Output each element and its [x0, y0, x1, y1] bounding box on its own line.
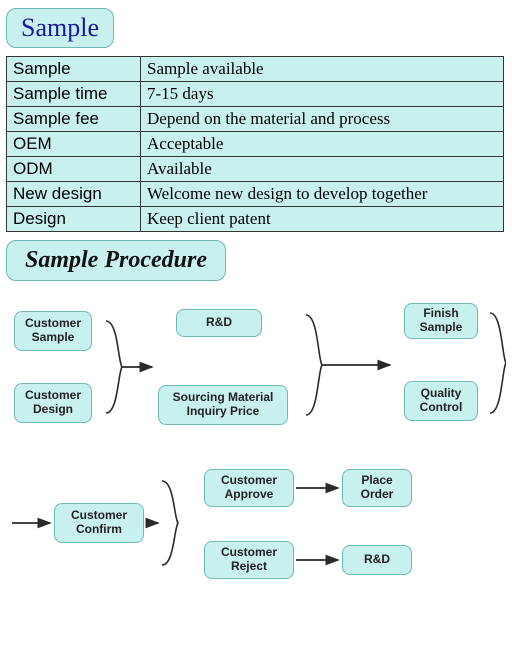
table-row: OEMAcceptable — [7, 132, 504, 157]
table-value: 7-15 days — [141, 82, 504, 107]
flow-node-rd1: R&D — [176, 309, 262, 337]
table-key: Sample time — [7, 82, 141, 107]
table-key: OEM — [7, 132, 141, 157]
title-badge: Sample — [6, 8, 114, 48]
table-key: Sample fee — [7, 107, 141, 132]
flow-node-finish: FinishSample — [404, 303, 478, 339]
table-row: ODMAvailable — [7, 157, 504, 182]
brace — [106, 321, 122, 413]
subtitle-badge: Sample Procedure — [6, 240, 226, 281]
brace — [162, 481, 178, 565]
brace — [306, 315, 322, 415]
table-value: Available — [141, 157, 504, 182]
table-value: Sample available — [141, 57, 504, 82]
flow-node-order: PlaceOrder — [342, 469, 412, 507]
table-key: Sample — [7, 57, 141, 82]
flow-node-confirm: CustomerConfirm — [54, 503, 144, 543]
table-row: DesignKeep client patent — [7, 207, 504, 232]
table-row: Sample feeDepend on the material and pro… — [7, 107, 504, 132]
table-value: Depend on the material and process — [141, 107, 504, 132]
table-row: New designWelcome new design to develop … — [7, 182, 504, 207]
table-row: Sample time7-15 days — [7, 82, 504, 107]
flowchart: CustomerSample CustomerDesign R&D Sourcing … — [6, 293, 506, 603]
table-key: Design — [7, 207, 141, 232]
sample-table-body: SampleSample availableSample time7-15 da… — [7, 57, 504, 232]
table-row: SampleSample available — [7, 57, 504, 82]
table-value: Keep client patent — [141, 207, 504, 232]
brace — [490, 313, 506, 413]
table-value: Acceptable — [141, 132, 504, 157]
flow-node-rd2: R&D — [342, 545, 412, 575]
sample-table: SampleSample availableSample time7-15 da… — [6, 56, 504, 232]
flow-node-cust_design: CustomerDesign — [14, 383, 92, 423]
table-value: Welcome new design to develop together — [141, 182, 504, 207]
flow-node-cust_sample: CustomerSample — [14, 311, 92, 351]
table-key: ODM — [7, 157, 141, 182]
flow-node-reject: CustomerReject — [204, 541, 294, 579]
flow-node-qc: QualityControl — [404, 381, 478, 421]
table-key: New design — [7, 182, 141, 207]
flow-node-sourcing: Sourcing MaterialInquiry Price — [158, 385, 288, 425]
flow-node-approve: CustomerApprove — [204, 469, 294, 507]
